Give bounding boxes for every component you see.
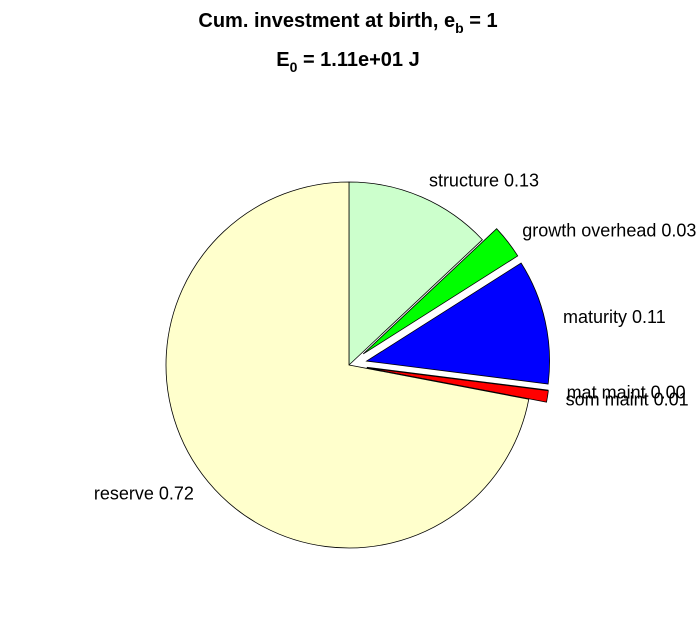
slice-label: reserve 0.72 (94, 483, 194, 503)
pie-slice (165, 181, 530, 549)
subtitle-part: = 1.11e+01 J (297, 49, 419, 71)
slice-label: growth overhead 0.03 (522, 221, 696, 241)
pie-slice (348, 181, 483, 366)
pie-slice (366, 366, 549, 391)
pie-slice (366, 367, 549, 403)
title-part: Cum. investment at birth, e (198, 10, 455, 32)
title-part: = 1 (464, 10, 498, 32)
chart-title: Cum. investment at birth, eb = 1 (198, 10, 497, 36)
title-subscript: b (455, 20, 464, 36)
pie-slice (365, 262, 550, 385)
subtitle-subscript: 0 (290, 59, 298, 75)
slice-label: som maint 0.01 (566, 389, 689, 409)
slice-label: maturity 0.11 (563, 307, 666, 327)
chart-subtitle: E0 = 1.11e+01 J (276, 49, 419, 75)
slice-label: mat maint 0.00 (567, 382, 686, 402)
slice-label: structure 0.13 (429, 170, 539, 190)
subtitle-part: E (276, 49, 289, 71)
pie-slice (362, 228, 519, 355)
